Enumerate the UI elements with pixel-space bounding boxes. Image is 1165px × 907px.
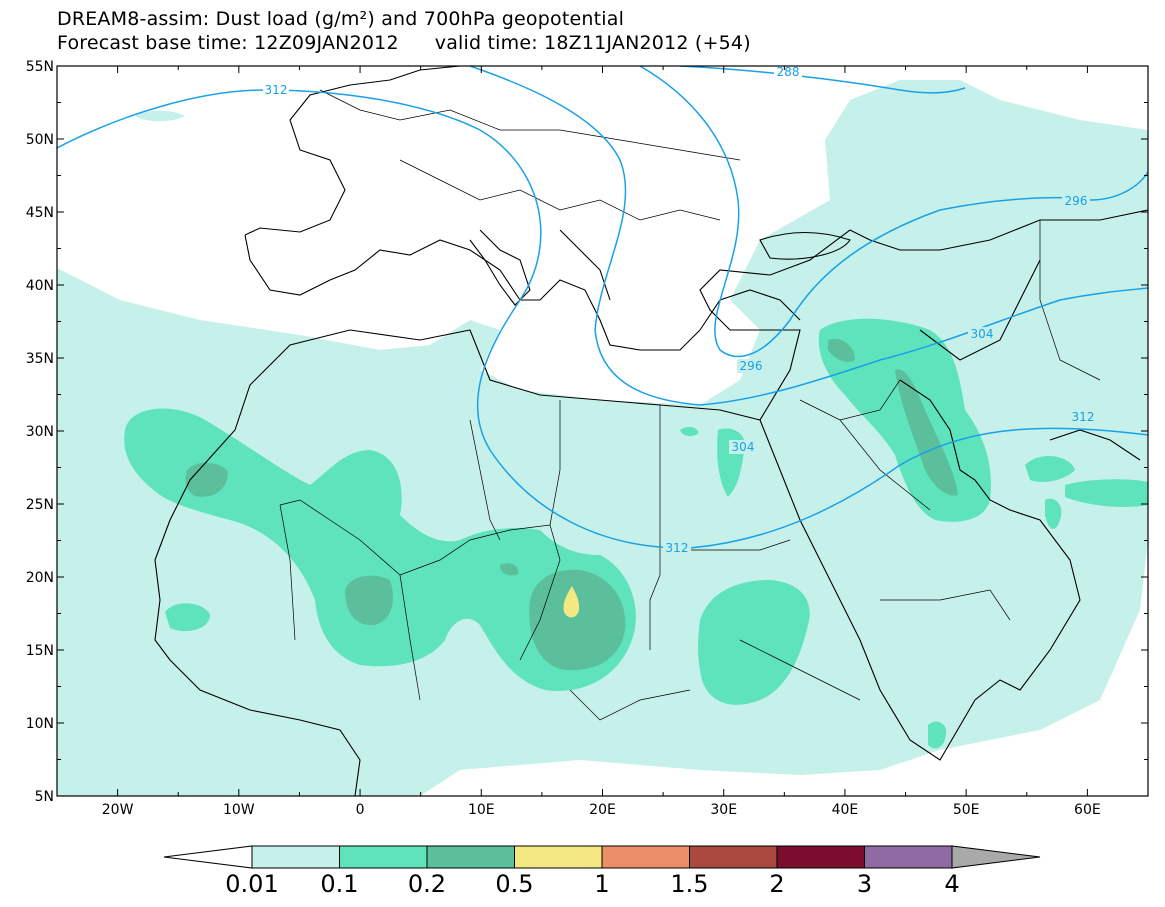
coastlines <box>154 66 1148 796</box>
colorbar-tick-label: 0.5 <box>495 870 533 898</box>
dust-dark-region <box>185 338 958 671</box>
colorbar-swatch <box>514 845 603 869</box>
latitude-label: 55N <box>26 59 54 75</box>
contour-label: 312 <box>265 83 288 97</box>
colorbar-tick-label: 1 <box>594 870 609 898</box>
longitude-labels: 20W 10W 0 10E 20E 30E 40E 50E 60E <box>102 802 1101 818</box>
latitude-label: 35N <box>26 351 54 367</box>
colorbar-swatch <box>601 845 690 869</box>
latitude-label: 45N <box>26 205 54 221</box>
colorbar-tick-label: 1.5 <box>670 870 708 898</box>
contour-labels: 312 288 296 304 312 296 304 312 <box>263 65 1098 555</box>
colorbar-tick-labels: 0.01 0.1 0.2 0.5 1 1.5 2 3 4 <box>225 870 959 898</box>
base-time: Forecast base time: 12Z09JAN2012 <box>57 32 399 54</box>
latitude-label: 15N <box>26 643 54 659</box>
colorbar <box>163 845 1041 869</box>
longitude-label: 50E <box>953 802 980 818</box>
colorbar-swatch <box>339 845 428 869</box>
longitude-label: 10E <box>468 802 495 818</box>
colorbar-swatch <box>426 845 515 869</box>
contour-label: 312 <box>1072 410 1095 424</box>
colorbar-tick-label: 4 <box>944 870 959 898</box>
longitude-label: 0 <box>356 802 365 818</box>
longitude-label: 20W <box>102 802 134 818</box>
colorbar-over-triangle <box>951 845 1041 869</box>
dust-yellow-region <box>563 586 580 618</box>
latitude-label: 10N <box>26 716 54 732</box>
longitude-label: 20E <box>589 802 616 818</box>
contour-label: 296 <box>740 359 763 373</box>
map-title: DREAM8-assim: Dust load (g/m²) and 700hP… <box>57 8 625 30</box>
longitude-label: 10W <box>223 802 255 818</box>
colorbar-swatch <box>776 845 865 869</box>
colorbar-swatch <box>689 845 778 869</box>
colorbar-swatch <box>864 845 953 869</box>
valid-time: valid time: 18Z11JAN2012 (+54) <box>434 32 751 54</box>
latitude-label: 20N <box>26 570 54 586</box>
longitude-label: 60E <box>1074 802 1101 818</box>
contour-label: 304 <box>971 327 994 341</box>
colorbar-tick-label: 0.1 <box>320 870 358 898</box>
latitude-label: 25N <box>26 497 54 513</box>
colorbar-tick-label: 3 <box>857 870 872 898</box>
axis-ticks <box>56 65 1149 797</box>
colorbar-tick-label: 0.01 <box>225 870 278 898</box>
colorbar-tick-label: 2 <box>769 870 784 898</box>
map-area: 312 288 296 304 312 296 304 312 <box>57 65 1148 796</box>
latitude-label: 50N <box>26 132 54 148</box>
longitude-label: 30E <box>710 802 737 818</box>
colorbar-swatch <box>251 845 340 869</box>
latitude-label: 5N <box>35 789 54 805</box>
colorbar-under-triangle <box>163 845 253 869</box>
map-subtitle: Forecast base time: 12Z09JAN2012 valid ti… <box>57 32 751 54</box>
colorbar-tick-label: 0.2 <box>408 870 446 898</box>
contour-label: 288 <box>777 65 800 79</box>
latitude-label: 40N <box>26 278 54 294</box>
contour-label: 304 <box>732 440 755 454</box>
contour-label: 296 <box>1065 194 1088 208</box>
latitude-label: 30N <box>26 424 54 440</box>
latitude-labels: 55N 50N 45N 40N 35N 30N 25N 20N 15N 10N 5N <box>26 59 54 805</box>
longitude-label: 40E <box>832 802 859 818</box>
contour-label: 312 <box>666 541 689 555</box>
borders <box>279 89 1101 721</box>
